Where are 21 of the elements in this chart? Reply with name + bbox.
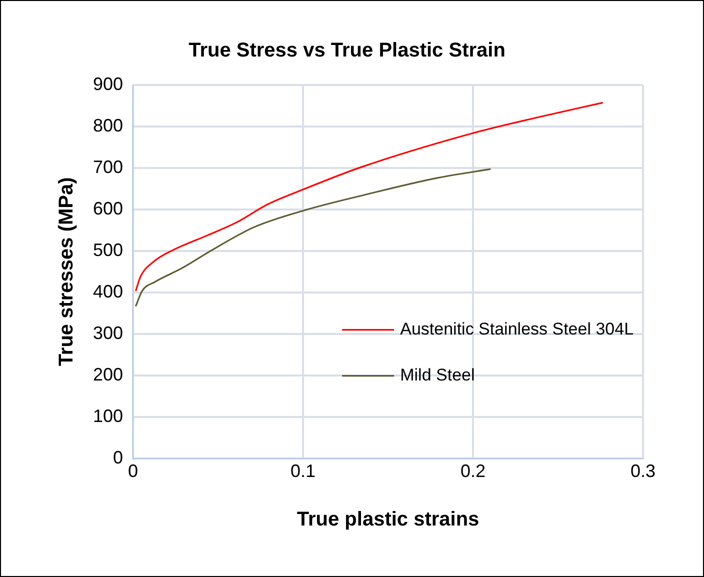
y-tick-label: 800 — [92, 115, 124, 136]
x-tick-label: 0 — [128, 461, 138, 482]
y-tick-label: 300 — [92, 322, 124, 343]
y-axis-title: True stresses (MPa) — [56, 177, 78, 366]
chart-title: True Stress vs True Plastic Strain — [188, 40, 506, 62]
y-tick-label: 100 — [92, 406, 124, 426]
legend-label: Mild Steel — [400, 366, 475, 385]
x-axis-title: True plastic strains — [296, 508, 480, 531]
x-tick-label: 0.3 — [630, 461, 656, 482]
y-tick-label: 0 — [113, 447, 124, 468]
y-tick-label: 200 — [92, 364, 124, 384]
line-series — [135, 168, 491, 307]
y-tick-label: 900 — [92, 74, 124, 94]
legend-label: Austenitic Stainless Steel 304L — [400, 320, 634, 339]
x-tick-label: 0.1 — [290, 461, 316, 482]
y-tick-label: 600 — [92, 198, 124, 218]
line-series — [135, 102, 604, 292]
x-tick-label: 0.2 — [460, 461, 486, 482]
y-tick-label: 500 — [92, 240, 124, 260]
y-tick-label: 400 — [92, 281, 124, 302]
y-tick-label: 700 — [92, 156, 124, 177]
